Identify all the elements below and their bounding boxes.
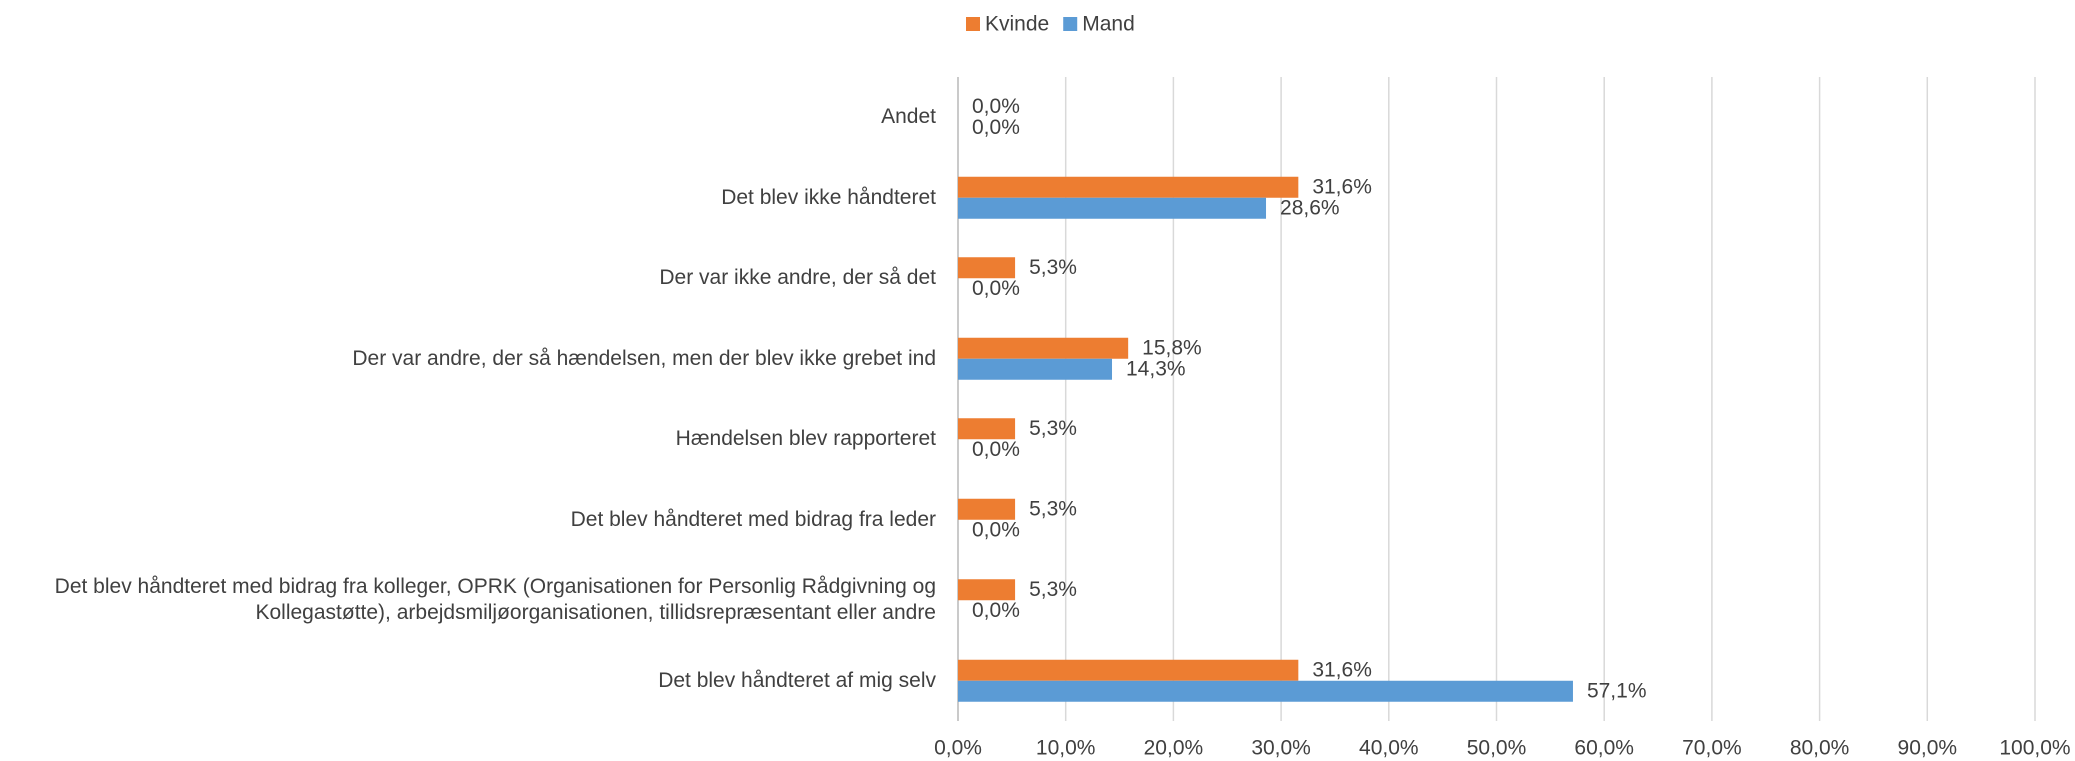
bar [958, 498, 1016, 520]
bar [958, 418, 1016, 440]
data-label: 28,6% [1280, 196, 1340, 219]
data-label: 57,1% [1587, 679, 1647, 702]
data-label: 5,3% [1029, 417, 1077, 440]
legend-swatch [1063, 17, 1078, 31]
category-label: Hændelsen blev rapporteret [675, 427, 936, 451]
data-label: 14,3% [1126, 357, 1186, 380]
x-tick-label: 90,0% [1898, 737, 1958, 760]
category-label: Andet [881, 105, 936, 129]
data-label: 31,6% [1312, 658, 1372, 681]
bar [958, 176, 1299, 198]
bar [958, 659, 1299, 681]
x-tick-label: 50,0% [1467, 737, 1527, 760]
x-tick-label: 20,0% [1144, 737, 1204, 760]
bar [958, 337, 1129, 359]
x-tick-label: 0,0% [934, 737, 982, 760]
bar [958, 358, 1113, 380]
category-label: Det blev håndteret med bidrag fra leder [570, 507, 936, 531]
x-tick-label: 10,0% [1036, 737, 1096, 760]
data-label: 5,3% [1029, 256, 1077, 279]
bar [958, 257, 1016, 279]
legend-label: Mand [1082, 13, 1135, 36]
x-tick-label: 100,0% [1999, 737, 2070, 760]
bar [958, 579, 1016, 601]
legend-swatch [966, 17, 980, 31]
category-label: Der var andre, der så hændelsen, men der… [352, 346, 936, 370]
data-label: 5,3% [1029, 578, 1077, 601]
data-label: 0,0% [972, 277, 1020, 300]
category-label: Det blev håndteret med bidrag fra kolleg… [54, 575, 936, 625]
data-label: 31,6% [1312, 175, 1372, 198]
x-tick-label: 30,0% [1251, 737, 1311, 760]
data-label: 5,3% [1029, 497, 1077, 520]
category-label: Det blev håndteret af mig selv [658, 668, 936, 692]
data-label: 0,0% [972, 95, 1020, 118]
data-label: 0,0% [972, 116, 1020, 139]
x-tick-label: 40,0% [1359, 737, 1419, 760]
category-label: Der var ikke andre, der så det [659, 266, 936, 290]
data-label: 0,0% [972, 438, 1020, 461]
data-label: 0,0% [972, 518, 1020, 541]
bar [958, 197, 1267, 219]
data-label: 15,8% [1142, 336, 1202, 359]
category-label: Det blev ikke håndteret [721, 185, 936, 209]
data-label: 0,0% [972, 599, 1020, 622]
bar [958, 680, 1573, 702]
x-tick-label: 60,0% [1574, 737, 1634, 760]
x-tick-label: 80,0% [1790, 737, 1850, 760]
legend-label: Kvinde [985, 13, 1049, 36]
x-tick-label: 70,0% [1682, 737, 1742, 760]
